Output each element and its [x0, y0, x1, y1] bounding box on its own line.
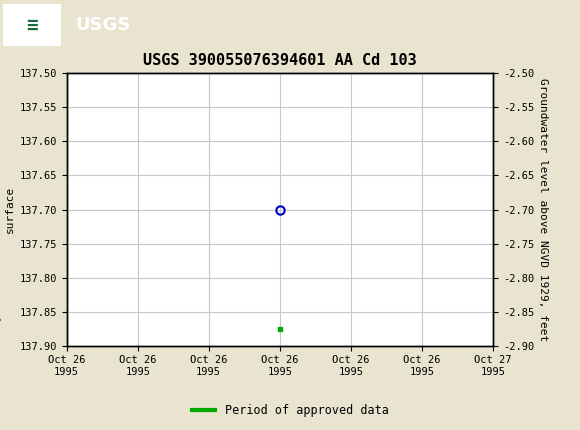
Bar [3, 4, 61, 46]
Legend: Period of approved data: Period of approved data [187, 399, 393, 422]
Text: USGS: USGS [75, 16, 130, 34]
Y-axis label: Groundwater level above NGVD 1929, feet: Groundwater level above NGVD 1929, feet [538, 78, 548, 341]
Y-axis label: Depth to water level, feet below land
surface: Depth to water level, feet below land su… [0, 85, 15, 335]
Text: ≡: ≡ [26, 15, 38, 35]
Title: USGS 390055076394601 AA Cd 103: USGS 390055076394601 AA Cd 103 [143, 53, 416, 68]
